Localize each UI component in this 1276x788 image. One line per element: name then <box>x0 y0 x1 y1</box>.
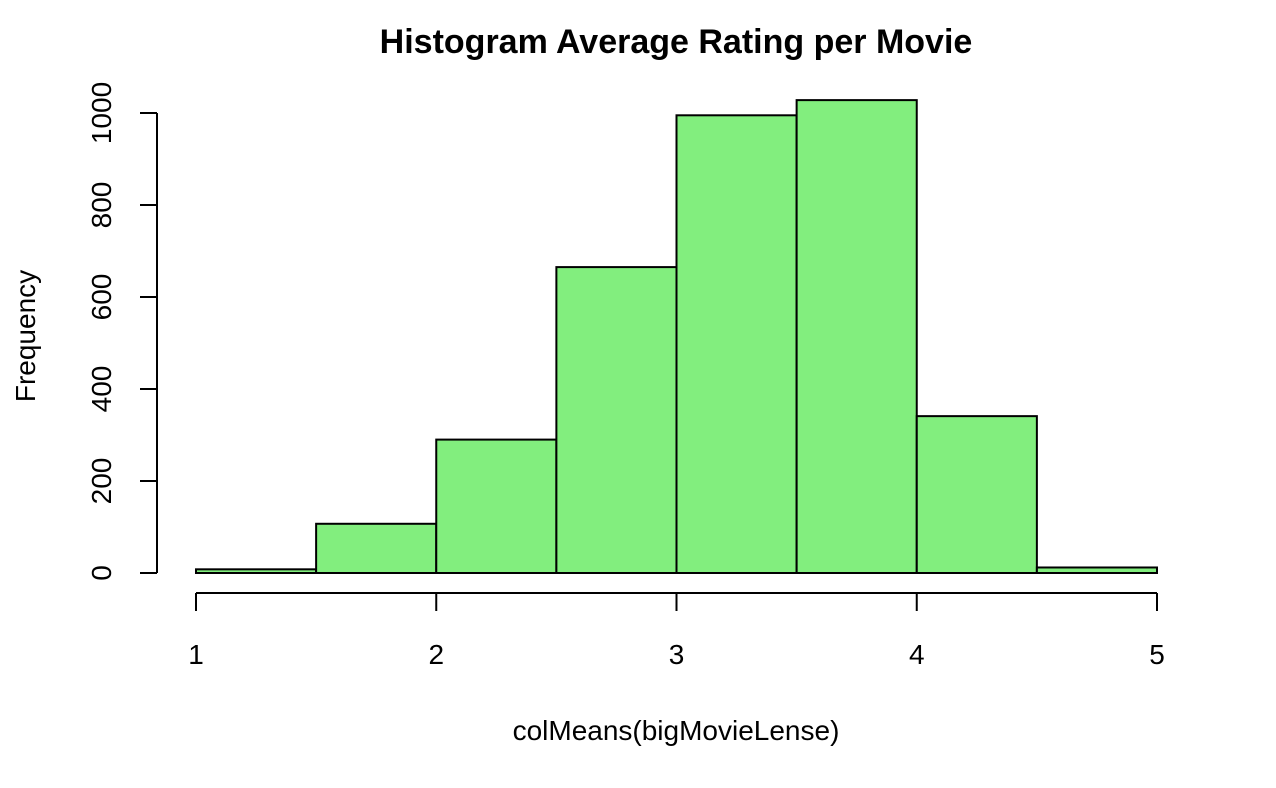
x-tick-label: 2 <box>428 639 444 670</box>
y-tick-label: 1000 <box>86 82 117 144</box>
y-tick-label: 200 <box>86 458 117 505</box>
x-axis-label: colMeans(bigMovieLense) <box>513 715 840 746</box>
y-tick-label: 400 <box>86 366 117 413</box>
y-axis-label: Frequency <box>10 270 41 402</box>
y-tick-label: 600 <box>86 274 117 321</box>
histogram-bar-2 <box>315 522 438 575</box>
histogram-bar-1 <box>195 568 318 575</box>
histogram-bar-8 <box>1035 566 1158 574</box>
histogram-bar-3 <box>435 438 558 574</box>
y-axis: 0 200 400 600 800 1000 <box>86 82 158 581</box>
chart-title: Histogram Average Rating per Movie <box>380 23 973 61</box>
y-tick-label: 0 <box>86 565 117 581</box>
x-tick-label: 4 <box>909 639 925 670</box>
histogram-bar-6 <box>795 99 918 575</box>
y-tick-label: 800 <box>86 182 117 229</box>
x-tick-label: 5 <box>1149 639 1165 670</box>
bars-group <box>195 99 1158 575</box>
x-tick-label: 1 <box>188 639 204 670</box>
histogram-bar-5 <box>675 114 798 575</box>
x-tick-label: 3 <box>669 639 685 670</box>
histogram-bar-4 <box>555 266 678 574</box>
x-axis: 1 2 3 4 5 <box>188 592 1165 670</box>
histogram-bar-7 <box>915 415 1038 575</box>
